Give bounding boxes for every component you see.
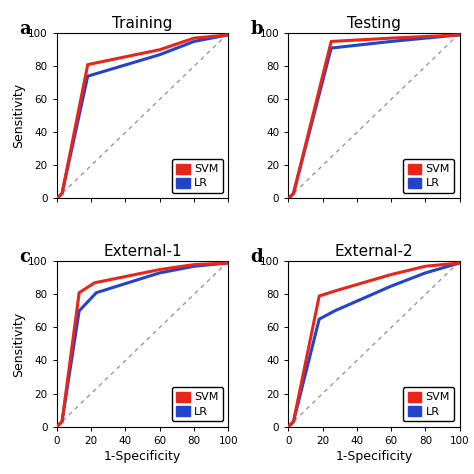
X-axis label: 1-Specificity: 1-Specificity — [336, 450, 413, 463]
Legend: SVM, LR: SVM, LR — [172, 387, 223, 421]
Title: Testing: Testing — [347, 16, 401, 31]
Text: b: b — [251, 20, 263, 38]
Title: Training: Training — [112, 16, 173, 31]
Legend: SVM, LR: SVM, LR — [403, 159, 454, 193]
Title: External-2: External-2 — [335, 244, 413, 259]
Y-axis label: Sensitivity: Sensitivity — [12, 311, 26, 376]
X-axis label: 1-Specificity: 1-Specificity — [104, 450, 181, 463]
Text: d: d — [251, 248, 263, 266]
Text: a: a — [19, 20, 31, 38]
Y-axis label: Sensitivity: Sensitivity — [12, 83, 26, 148]
Legend: SVM, LR: SVM, LR — [172, 159, 223, 193]
Title: External-1: External-1 — [103, 244, 182, 259]
Text: c: c — [19, 248, 30, 266]
Legend: SVM, LR: SVM, LR — [403, 387, 454, 421]
